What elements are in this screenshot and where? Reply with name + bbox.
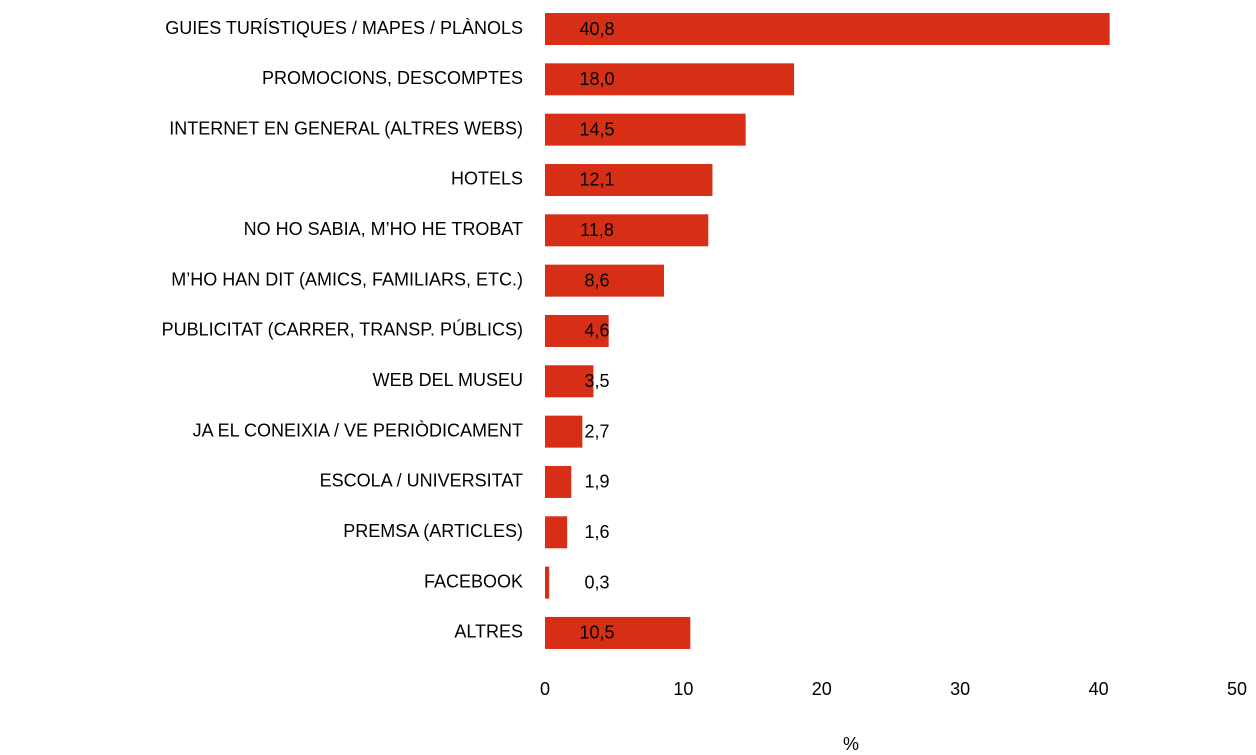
bar: [545, 264, 665, 297]
value-label: 40,8: [579, 19, 614, 39]
bar: [545, 365, 594, 398]
bar: [545, 63, 795, 96]
x-tick-label: 40: [1089, 679, 1109, 699]
bar: [545, 214, 709, 247]
value-label: 12,1: [579, 170, 614, 190]
y-tick-label: INTERNET EN GENERAL (ALTRES WEBS): [169, 118, 523, 138]
y-tick-label: GUIES TURÍSTIQUES / MAPES / PLÀNOLS: [165, 18, 523, 38]
bar: [545, 465, 572, 498]
bar: [545, 113, 746, 146]
bar: [545, 516, 568, 549]
value-label: 4,6: [584, 321, 609, 341]
bar: [545, 415, 583, 448]
x-tick-label: 50: [1227, 679, 1247, 699]
y-tick-label: PUBLICITAT (CARRER, TRANSP. PÚBLICS): [162, 319, 523, 340]
bar: [545, 616, 691, 649]
y-tick-label: PREMSA (ARTICLES): [343, 521, 523, 541]
y-tick-label: PROMOCIONS, DESCOMPTES: [262, 68, 523, 88]
value-label: 2,7: [584, 421, 609, 441]
y-tick-label: ALTRES: [454, 622, 523, 642]
y-tick-label: M’HO HAN DIT (AMICS, FAMILIARS, ETC.): [171, 269, 523, 289]
y-tick-label: ESCOLA / UNIVERSITAT: [320, 471, 523, 491]
value-label: 0,3: [584, 572, 609, 592]
x-tick-label: 0: [540, 679, 550, 699]
bar: [545, 13, 1110, 45]
value-label: 1,6: [584, 522, 609, 542]
y-tick-label: JA EL CONEIXIA / VE PERIÒDICAMENT: [193, 419, 523, 440]
y-tick-label: FACEBOOK: [424, 571, 523, 591]
y-tick-label: NO HO SABIA, M’HO HE TROBAT: [244, 219, 523, 239]
value-label: 1,9: [584, 472, 609, 492]
value-label: 8,6: [584, 270, 609, 290]
value-label: 18,0: [579, 69, 614, 89]
x-tick-label: 10: [673, 679, 693, 699]
x-tick-label: 20: [812, 679, 832, 699]
bar: [545, 566, 550, 599]
y-tick-label: WEB DEL MUSEU: [373, 370, 523, 390]
x-tick-label: 30: [950, 679, 970, 699]
value-label: 11,8: [580, 220, 614, 240]
value-label: 3,5: [584, 371, 609, 391]
bar: [545, 163, 713, 196]
y-tick-label: HOTELS: [451, 169, 523, 189]
bar: [545, 314, 609, 347]
value-label: 10,5: [579, 623, 614, 643]
x-axis-label: %: [843, 734, 859, 754]
value-label: 14,5: [579, 119, 614, 139]
